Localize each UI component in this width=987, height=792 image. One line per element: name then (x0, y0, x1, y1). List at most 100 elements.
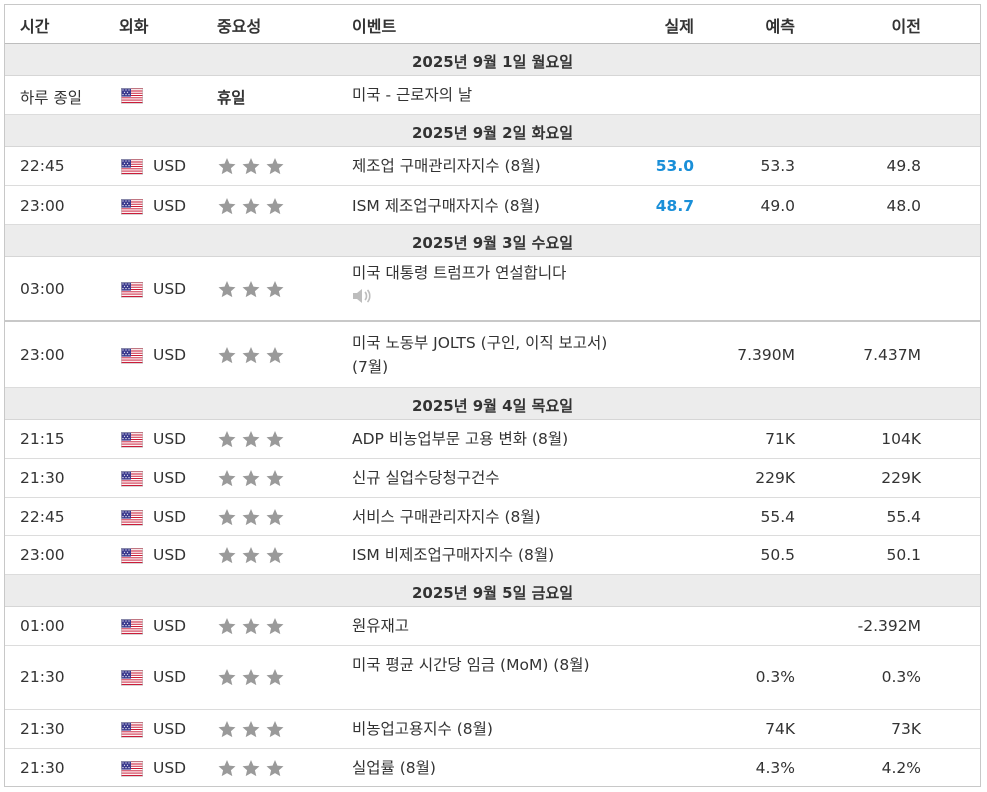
star-icon (266, 158, 284, 175)
row-previous: -2.392M (857, 617, 921, 635)
importance-stars (217, 469, 289, 489)
table-row[interactable]: 03:00 USD 미국 대통령 트럼프가 연설합니다 (5, 257, 980, 322)
row-currency: USD (153, 346, 187, 364)
star-icon (242, 618, 260, 635)
row-time: 21:30 (20, 720, 65, 738)
row-forecast: 49.0 (760, 197, 795, 215)
header-currency: 외화 (119, 17, 149, 36)
row-forecast: 4.3% (755, 759, 795, 777)
row-currency: USD (153, 720, 187, 738)
header-importance: 중요성 (217, 17, 262, 36)
row-event[interactable]: 미국 노동부 JOLTS (구인, 이직 보고서) (7월) (352, 334, 608, 376)
star-icon (242, 347, 260, 364)
star-icon (266, 509, 284, 526)
day-header: 2025년 9월 2일 화요일 (5, 115, 980, 147)
table-row[interactable]: 21:30 USD 신규 실업수당청구건수 229K 229K (5, 459, 980, 498)
row-previous: 55.4 (886, 508, 921, 526)
us-flag-icon (121, 471, 143, 487)
star-icon (266, 431, 284, 448)
us-flag-icon (121, 722, 143, 738)
star-icon (266, 347, 284, 364)
row-currency: USD (153, 197, 187, 215)
table-row[interactable]: 21:30 USD 미국 평균 시간당 임금 (MoM) (8월) 0.3% 0… (5, 646, 980, 710)
row-time: 21:30 (20, 469, 65, 487)
speaker-icon[interactable] (352, 287, 372, 311)
row-previous: 229K (881, 469, 921, 487)
row-previous: 49.8 (886, 157, 921, 175)
row-event[interactable]: ISM 비제조업구매자지수 (8월) (352, 546, 555, 564)
row-event[interactable]: 서비스 구매관리자지수 (8월) (352, 508, 541, 526)
row-event[interactable]: 제조업 구매관리자지수 (8월) (352, 157, 541, 175)
row-time: 하루 종일 (20, 89, 82, 107)
row-event[interactable]: 미국 대통령 트럼프가 연설합니다 (352, 264, 567, 282)
row-previous: 104K (881, 430, 921, 448)
row-currency: USD (153, 280, 187, 298)
row-event[interactable]: 미국 - 근로자의 날 (352, 86, 473, 104)
row-event[interactable]: 원유재고 (352, 617, 410, 635)
table-row[interactable]: 22:45 USD 서비스 구매관리자지수 (8월) 55.4 55.4 (5, 498, 980, 536)
header-previous: 이전 (891, 17, 921, 36)
star-icon (242, 547, 260, 564)
row-previous: 73K (891, 720, 921, 738)
row-currency: USD (153, 759, 187, 777)
star-icon (242, 669, 260, 686)
row-forecast: 74K (765, 720, 795, 738)
economic-calendar-table: 시간 외화 중요성 이벤트 실제 예측 이전 2025년 9월 1일 월요일 하… (4, 4, 981, 787)
star-icon (266, 760, 284, 777)
row-event[interactable]: ADP 비농업부문 고용 변화 (8월) (352, 430, 569, 448)
us-flag-icon (121, 548, 143, 564)
table-row[interactable]: 21:15 USD ADP 비농업부문 고용 변화 (8월) 71K 104K (5, 420, 980, 459)
us-flag-icon (121, 619, 143, 635)
star-icon (218, 470, 236, 487)
star-icon (218, 281, 236, 298)
table-row[interactable]: 23:00 USD ISM 비제조업구매자지수 (8월) 50.5 50.1 (5, 536, 980, 575)
star-icon (218, 158, 236, 175)
table-row[interactable]: 01:00 USD 원유재고 -2.392M (5, 607, 980, 646)
star-icon (218, 721, 236, 738)
row-event[interactable]: 신규 실업수당청구건수 (352, 469, 500, 487)
row-event[interactable]: 비농업고용지수 (8월) (352, 720, 493, 738)
table-row[interactable]: 21:30 USD 실업률 (8월) 4.3% 4.2% (5, 749, 980, 786)
row-event[interactable]: 미국 평균 시간당 임금 (MoM) (8월) (352, 656, 590, 674)
row-currency: USD (153, 546, 187, 564)
row-time: 21:30 (20, 668, 65, 686)
day-header: 2025년 9월 3일 수요일 (5, 225, 980, 257)
row-event-wrap[interactable]: 미국 대통령 트럼프가 연설합니다 (352, 261, 622, 311)
star-icon (242, 509, 260, 526)
table-row[interactable]: 22:45 USD 제조업 구매관리자지수 (8월) 53.0 53.3 49.… (5, 147, 980, 186)
header-actual: 실제 (664, 17, 694, 36)
star-icon (266, 198, 284, 215)
table-row[interactable]: 21:30 USD 비농업고용지수 (8월) 74K 73K (5, 710, 980, 749)
row-previous: 0.3% (881, 668, 921, 686)
importance-stars (217, 197, 289, 217)
us-flag-icon (121, 432, 143, 448)
row-actual: 48.7 (655, 197, 694, 215)
importance-stars (217, 546, 289, 566)
day-date: 2025년 9월 4일 목요일 (411, 397, 574, 415)
holiday-label: 휴일 (217, 89, 246, 107)
row-forecast: 55.4 (760, 508, 795, 526)
day-header: 2025년 9월 5일 금요일 (5, 575, 980, 607)
row-currency: USD (153, 668, 187, 686)
us-flag-icon (121, 761, 143, 777)
star-icon (218, 198, 236, 215)
row-time: 03:00 (20, 280, 65, 298)
table-row[interactable]: 23:00 USD 미국 노동부 JOLTS (구인, 이직 보고서) (7월)… (5, 323, 980, 388)
table-header: 시간 외화 중요성 이벤트 실제 예측 이전 (5, 5, 980, 45)
row-actual: 53.0 (655, 157, 694, 175)
star-icon (242, 470, 260, 487)
importance-stars (217, 280, 289, 300)
row-forecast: 53.3 (760, 157, 795, 175)
importance-stars (217, 720, 289, 740)
header-event: 이벤트 (352, 17, 397, 36)
row-previous: 4.2% (881, 759, 921, 777)
row-event[interactable]: 실업률 (8월) (352, 759, 436, 777)
star-icon (266, 669, 284, 686)
star-icon (242, 281, 260, 298)
star-icon (266, 281, 284, 298)
table-row[interactable]: 23:00 USD ISM 제조업구매자지수 (8월) 48.7 49.0 48… (5, 186, 980, 225)
table-row[interactable]: 하루 종일 휴일 미국 - 근로자의 날 (5, 76, 980, 115)
row-time: 23:00 (20, 546, 65, 564)
row-event[interactable]: ISM 제조업구매자지수 (8월) (352, 197, 540, 215)
us-flag-icon (121, 282, 143, 298)
